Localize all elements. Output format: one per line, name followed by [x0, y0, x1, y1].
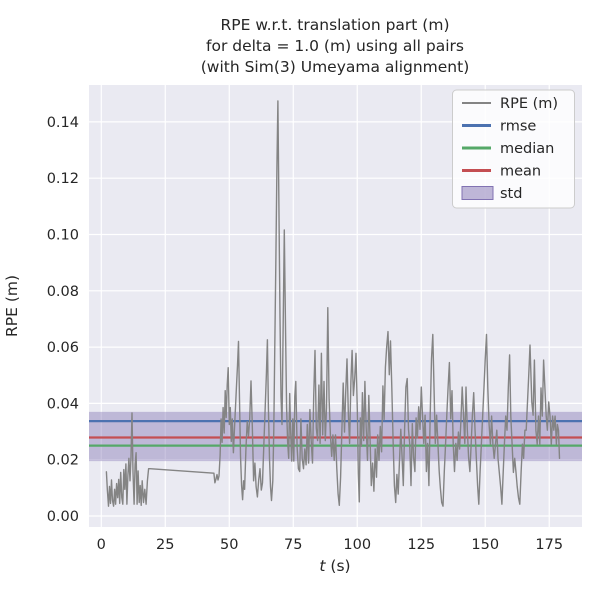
x-tick-labels: 0 25 50 75 100 125 150 175	[97, 537, 563, 553]
x-tick-label: 0	[97, 537, 106, 553]
chart-title-line-3: (with Sim(3) Umeyama alignment)	[201, 58, 470, 76]
x-tick-label: 50	[220, 537, 238, 553]
legend-label-std: std	[500, 186, 522, 202]
x-tick-label: 75	[284, 537, 302, 553]
x-tick-label: 175	[535, 537, 563, 553]
chart-title-line-1: RPE w.r.t. translation part (m)	[220, 16, 449, 34]
x-axis-label: t (s)	[319, 557, 350, 575]
x-tick-label: 150	[471, 537, 499, 553]
legend: RPE (m) rmse median mean std	[452, 89, 575, 209]
y-tick-label: 0.10	[47, 227, 79, 243]
rpe-curve	[105, 100, 561, 507]
y-tick-label: 0.14	[47, 115, 79, 131]
x-tick-label: 125	[407, 537, 435, 553]
y-tick-label: 0.00	[47, 509, 79, 525]
chart-title-line-2: for delta = 1.0 (m) using all pairs	[206, 37, 464, 55]
rpe-series	[105, 100, 561, 507]
y-tick-label: 0.06	[47, 340, 79, 356]
legend-std-patch-sample	[461, 186, 494, 200]
y-axis-label: RPE (m)	[3, 275, 21, 337]
y-tick-label: 0.12	[47, 171, 79, 187]
legend-label-median: median	[500, 141, 554, 157]
y-tick-label: 0.02	[47, 453, 79, 469]
legend-label-rpe: RPE (m)	[500, 96, 558, 112]
legend-box	[452, 89, 575, 209]
x-tick-label: 25	[156, 537, 174, 553]
x-tick-label: 100	[343, 537, 371, 553]
y-tick-labels: 0.00 0.02 0.04 0.06 0.08 0.10 0.12 0.14	[47, 115, 79, 525]
y-tick-label: 0.04	[47, 396, 79, 412]
legend-label-mean: mean	[500, 164, 541, 180]
legend-label-rmse: rmse	[500, 119, 536, 135]
y-tick-label: 0.08	[47, 284, 79, 300]
